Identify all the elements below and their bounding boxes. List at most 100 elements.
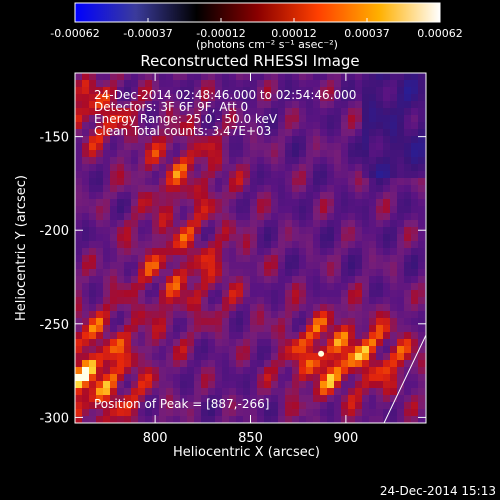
heatmap-cell	[229, 129, 236, 136]
heatmap-cell	[145, 171, 152, 178]
heatmap-cell	[334, 402, 341, 409]
heatmap-cell	[320, 115, 327, 122]
heatmap-cell	[418, 143, 425, 150]
heatmap-cell	[89, 297, 96, 304]
heatmap-cell	[131, 276, 138, 283]
heatmap-cell	[292, 192, 299, 199]
heatmap-cell	[166, 80, 173, 87]
heatmap-cell	[110, 332, 117, 339]
heatmap-cell	[348, 381, 355, 388]
heatmap-cell	[313, 234, 320, 241]
colorbar-unit-label: (photons cm⁻² s⁻¹ asec⁻²)	[196, 38, 338, 51]
heatmap-cell	[327, 325, 334, 332]
heatmap-cell	[89, 388, 96, 395]
heatmap-cell	[243, 269, 250, 276]
heatmap-cell	[264, 115, 271, 122]
heatmap-cell	[229, 220, 236, 227]
heatmap-cell	[327, 262, 334, 269]
heatmap-cell	[215, 339, 222, 346]
heatmap-cell	[201, 332, 208, 339]
heatmap-cell	[299, 346, 306, 353]
heatmap-cell	[194, 171, 201, 178]
heatmap-cell	[243, 220, 250, 227]
heatmap-cell	[418, 332, 425, 339]
heatmap-cell	[278, 255, 285, 262]
heatmap-cell	[187, 269, 194, 276]
heatmap-cell	[341, 374, 348, 381]
heatmap-cell	[355, 94, 362, 101]
heatmap-cell	[187, 276, 194, 283]
heatmap-cell	[117, 220, 124, 227]
heatmap-cell	[348, 402, 355, 409]
heatmap-cell	[411, 269, 418, 276]
heatmap-cell	[299, 73, 306, 80]
heatmap-cell	[418, 283, 425, 290]
heatmap-cell	[418, 101, 425, 108]
heatmap-cell	[236, 297, 243, 304]
heatmap-cell	[236, 318, 243, 325]
heatmap-cell	[299, 318, 306, 325]
heatmap-cell	[397, 87, 404, 94]
heatmap-cell	[320, 283, 327, 290]
heatmap-cell	[187, 171, 194, 178]
heatmap-cell	[355, 402, 362, 409]
heatmap-cell	[313, 73, 320, 80]
heatmap-cell	[376, 220, 383, 227]
heatmap-cell	[348, 108, 355, 115]
heatmap-cell	[355, 157, 362, 164]
heatmap-cell	[320, 325, 327, 332]
heatmap-cell	[376, 381, 383, 388]
heatmap-cell	[201, 262, 208, 269]
heatmap-cell	[404, 206, 411, 213]
heatmap-cell	[313, 164, 320, 171]
heatmap-cell	[180, 220, 187, 227]
heatmap-cell	[89, 136, 96, 143]
heatmap-cell	[96, 157, 103, 164]
heatmap-cell	[355, 388, 362, 395]
heatmap-cell	[306, 157, 313, 164]
heatmap-cell	[397, 395, 404, 402]
heatmap-cell	[278, 269, 285, 276]
heatmap-cell	[180, 360, 187, 367]
heatmap-cell	[229, 318, 236, 325]
heatmap-cell	[110, 143, 117, 150]
heatmap-cell	[124, 115, 131, 122]
heatmap-cell	[355, 297, 362, 304]
heatmap-cell	[138, 129, 145, 136]
heatmap-cell	[341, 241, 348, 248]
heatmap-cell	[82, 360, 89, 367]
heatmap-cell	[215, 108, 222, 115]
heatmap-cell	[271, 402, 278, 409]
heatmap-cell	[264, 192, 271, 199]
heatmap-cell	[271, 199, 278, 206]
heatmap-cell	[341, 248, 348, 255]
heatmap-cell	[348, 164, 355, 171]
heatmap-cell	[376, 269, 383, 276]
heatmap-cell	[236, 269, 243, 276]
heatmap-cell	[201, 101, 208, 108]
heatmap-cell	[320, 381, 327, 388]
heatmap-cell	[299, 262, 306, 269]
heatmap-cell	[145, 136, 152, 143]
colorbar-tick-label: 0.00037	[344, 27, 390, 40]
heatmap-cell	[194, 283, 201, 290]
heatmap-cell	[299, 164, 306, 171]
heatmap-cell	[376, 283, 383, 290]
heatmap-cell	[341, 353, 348, 360]
heatmap-cell	[103, 220, 110, 227]
heatmap-cell	[250, 248, 257, 255]
heatmap-cell	[334, 255, 341, 262]
heatmap-cell	[89, 262, 96, 269]
heatmap-cell	[313, 248, 320, 255]
x-tick-label: 800	[143, 431, 168, 446]
peak-marker	[318, 350, 325, 357]
heatmap-cell	[348, 143, 355, 150]
heatmap-cell	[341, 87, 348, 94]
heatmap-cell	[334, 220, 341, 227]
heatmap-cell	[313, 290, 320, 297]
heatmap-cell	[124, 339, 131, 346]
heatmap-cell	[376, 80, 383, 87]
heatmap-cell	[173, 220, 180, 227]
heatmap-cell	[285, 122, 292, 129]
